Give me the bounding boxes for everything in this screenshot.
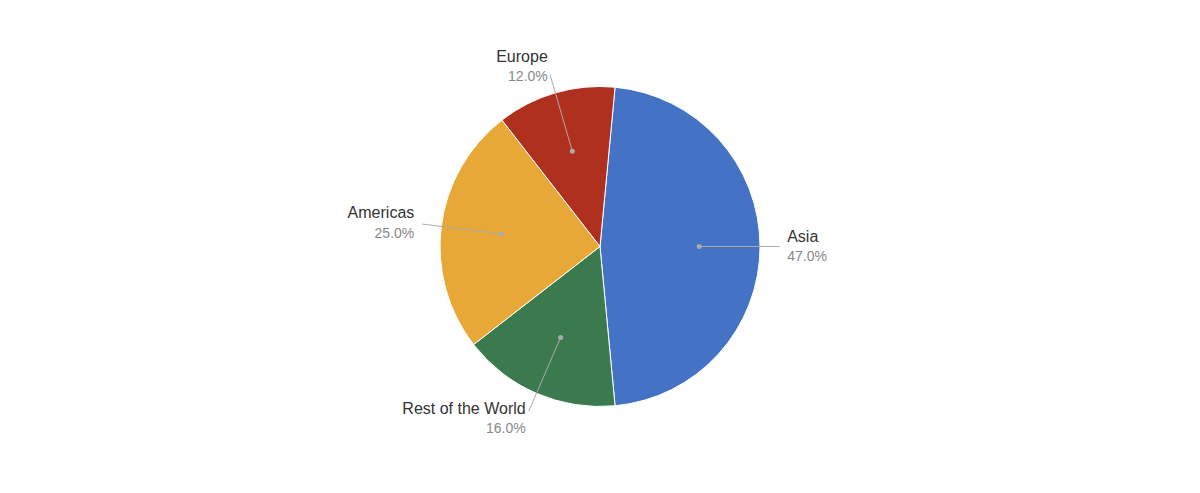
- connector-dot: [558, 335, 563, 340]
- data-label: 25.0%: [375, 225, 415, 241]
- connector-dot: [499, 232, 504, 237]
- category-label: Rest of the World: [402, 400, 525, 417]
- data-label: 12.0%: [508, 68, 548, 84]
- category-label: Americas: [348, 204, 415, 221]
- pie-group: Asia 47.0% Rest of the World 16.0% Americas 2…: [348, 48, 827, 436]
- connector-line: [529, 338, 561, 411]
- data-label: 16.0%: [486, 420, 526, 436]
- connector-line: [422, 224, 501, 234]
- connector-line: [550, 74, 572, 151]
- category-label: Europe: [496, 48, 548, 65]
- chart-svg: Asia 47.0% Rest of the World 16.0% Americas 2…: [0, 0, 1200, 493]
- connector-dot: [570, 149, 575, 154]
- pie-slice: [502, 86, 615, 246]
- data-label: 47.0%: [787, 248, 827, 264]
- category-label: Asia: [787, 228, 818, 245]
- connector-line: [699, 246, 779, 247]
- labels: Asia 47.0% Rest of the World 16.0% Americas 2…: [348, 48, 827, 436]
- chart-container: Asia 47.0% Rest of the World 16.0% Americas 2…: [0, 0, 1200, 493]
- connector-dot: [697, 244, 702, 249]
